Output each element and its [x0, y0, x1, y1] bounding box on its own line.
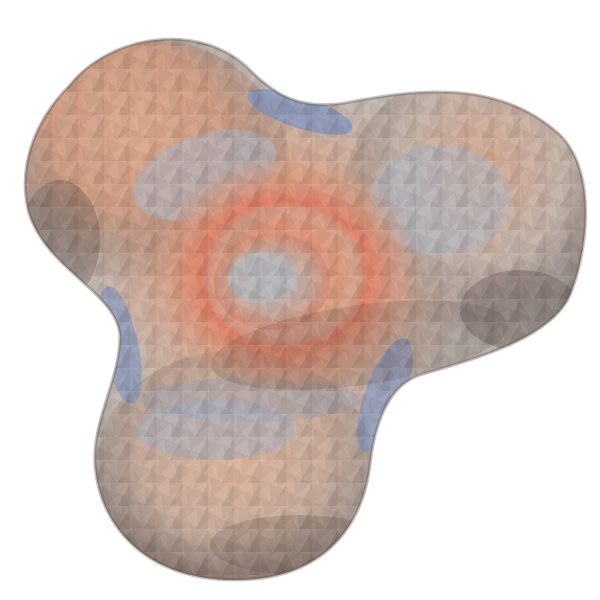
mesh-render: [23, 37, 588, 582]
render-viewport[interactable]: [0, 0, 600, 600]
mesh-surface: [23, 37, 588, 582]
